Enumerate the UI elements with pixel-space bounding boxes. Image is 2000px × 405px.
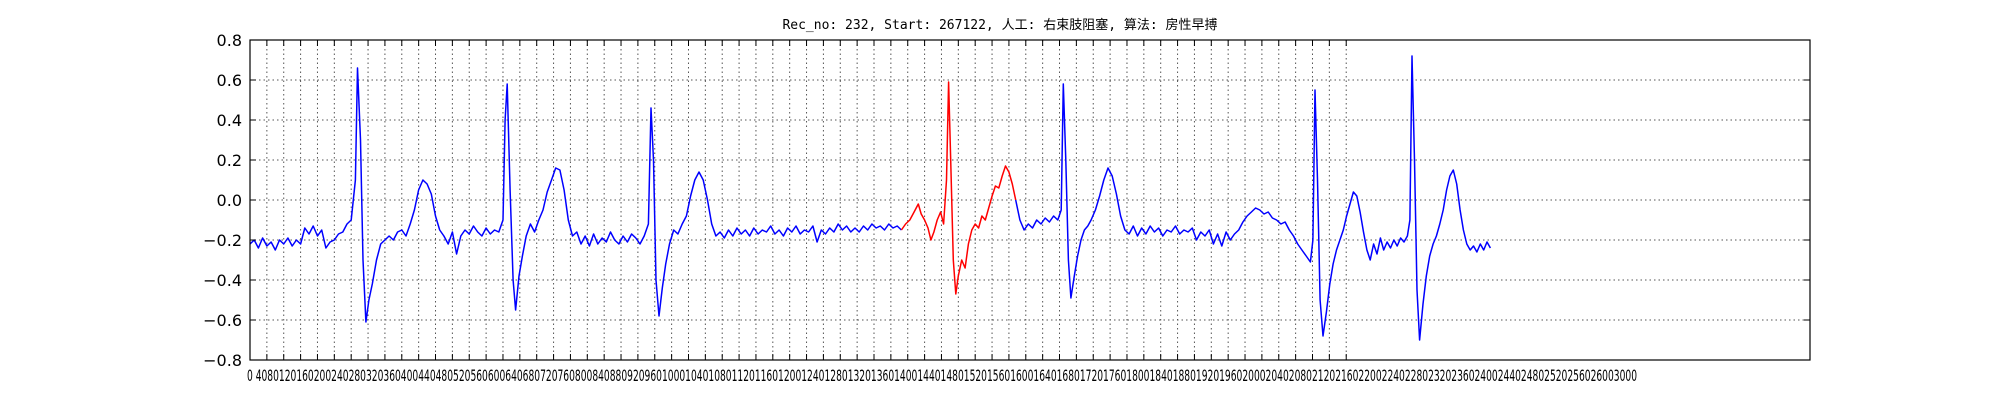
ecg-series-1 [249,67,902,323]
x-tick-labels: 0 40801201602002402803203604004404805205… [247,366,1637,385]
y-tick-label: 0.0 [217,191,242,210]
x-axis-ticks: 0 40801201602002402803203604004404805205… [247,40,1637,385]
y-tick-label: 0.6 [217,71,242,90]
series-lines [249,55,1492,341]
y-tick-label: −0.8 [203,351,242,370]
y-tick-label: 0.4 [217,111,242,130]
ecg-series-3 [1014,55,1492,341]
chart-title: Rec_no: 232, Start: 267122, 人工: 右束肢阻塞, 算… [782,17,1217,33]
y-tick-label: −0.4 [203,271,242,290]
y-tick-label: −0.2 [203,231,242,250]
y-tick-label: −0.6 [203,311,242,330]
grid-lines [250,40,1810,360]
ecg-series-2 [900,81,1017,295]
y-tick-label: 0.8 [217,31,242,50]
y-axis-ticks: −0.8 −0.6 −0.4 −0.2 0.0 0.2 0.4 0.6 0.8 [203,31,1810,370]
y-tick-label: 0.2 [217,151,242,170]
